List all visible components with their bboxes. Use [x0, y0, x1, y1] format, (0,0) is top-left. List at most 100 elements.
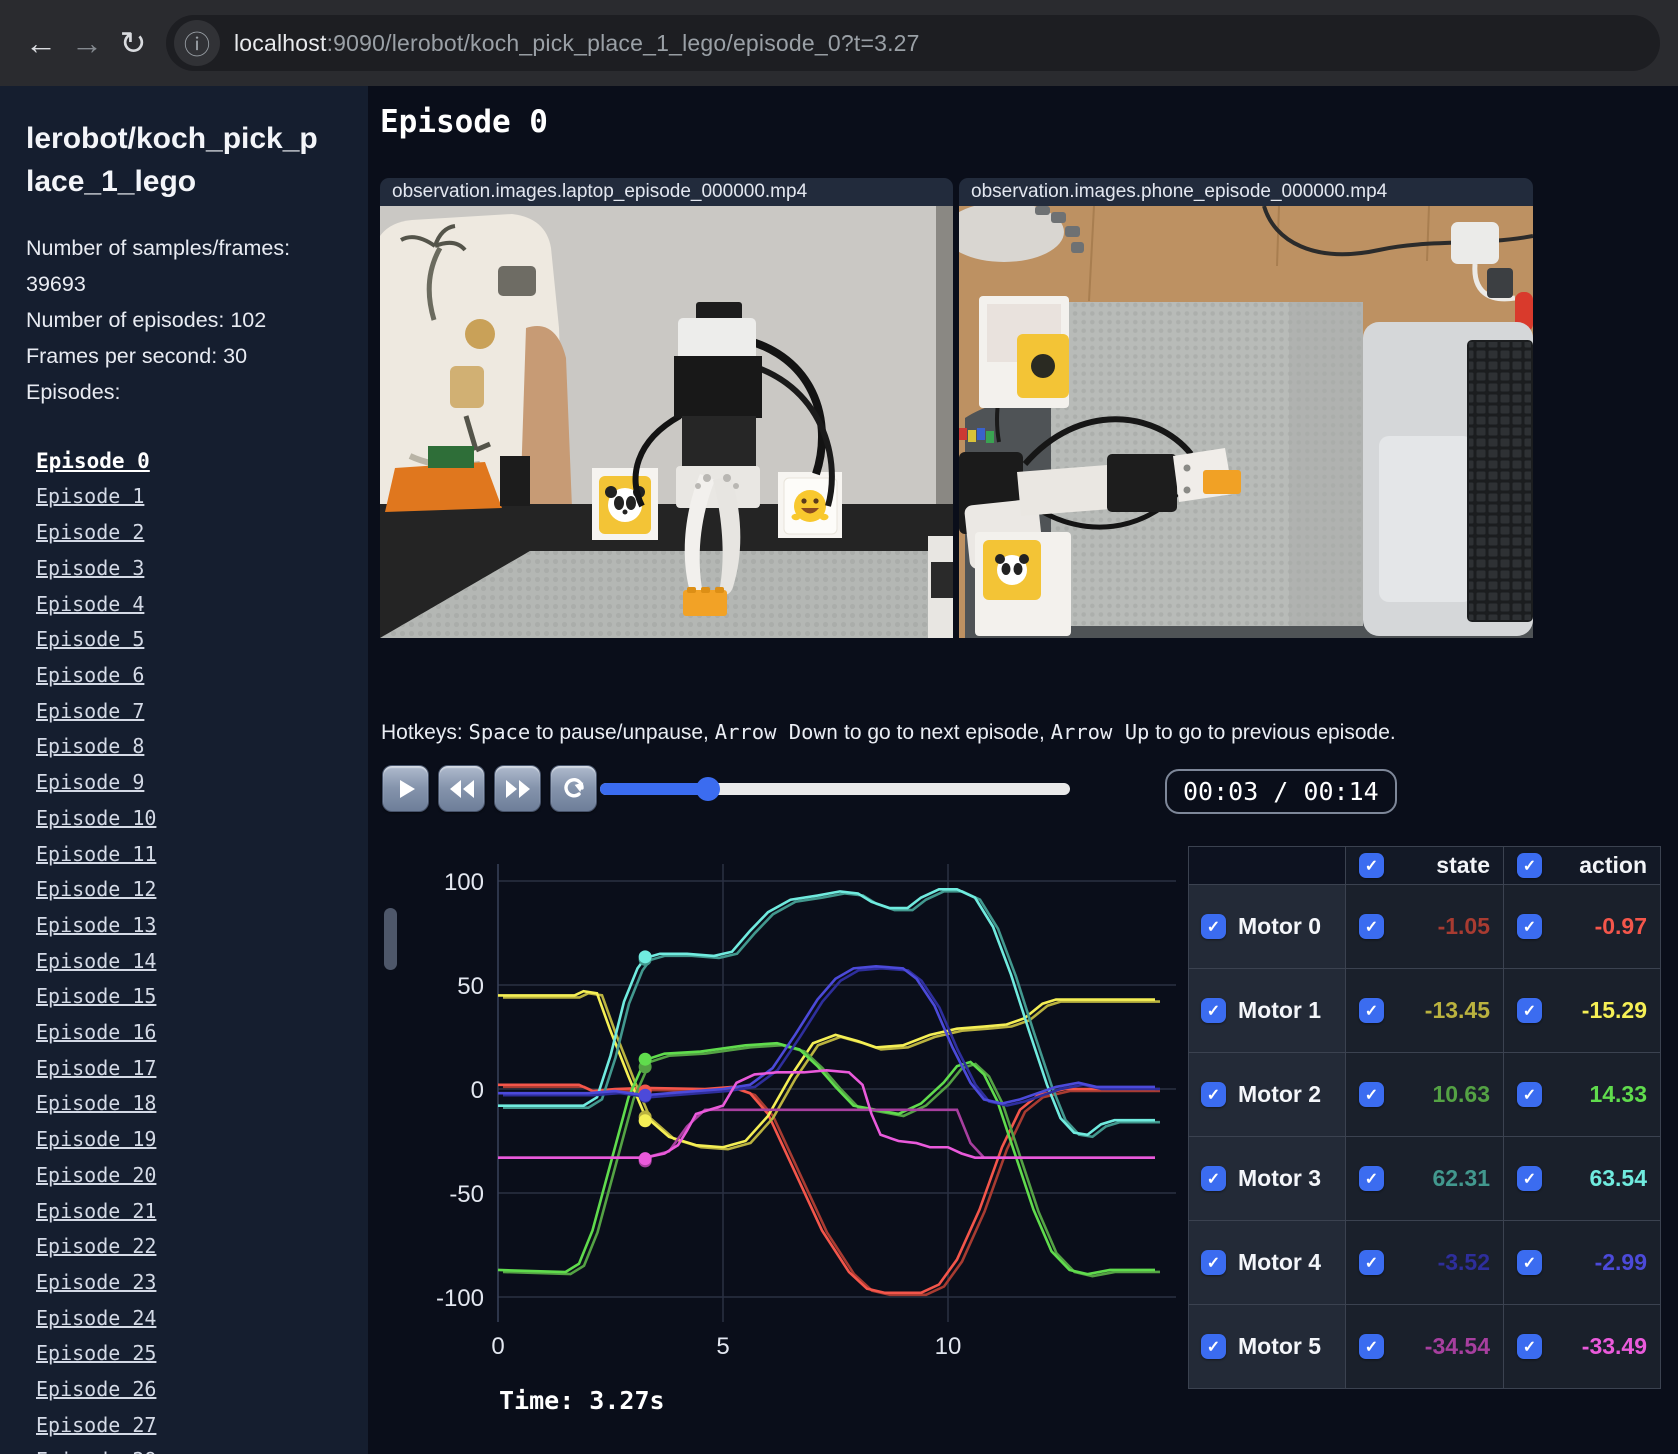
video-phone[interactable]: [959, 206, 1533, 638]
lego-brick-top: [1203, 470, 1241, 494]
checkbox[interactable]: ✓: [1359, 1166, 1384, 1191]
episode-link[interactable]: Episode 14: [36, 948, 157, 973]
episode-link[interactable]: Episode 18: [36, 1091, 157, 1116]
red-object: [1515, 292, 1533, 332]
checkbox[interactable]: ✓: [1201, 1082, 1226, 1107]
episode-link[interactable]: Episode 7: [36, 698, 145, 723]
action-value-cell: ✓ -33.49: [1504, 1305, 1661, 1389]
episode-link[interactable]: Episode 22: [36, 1234, 157, 1259]
checkbox[interactable]: ✓: [1201, 1250, 1226, 1275]
back-icon[interactable]: ←: [25, 24, 57, 61]
checkbox[interactable]: ✓: [1359, 1334, 1384, 1359]
main-content: Episode 0 observation.images.laptop_epis…: [368, 86, 1678, 1454]
episode-link[interactable]: Episode 13: [36, 912, 157, 937]
current-action-dot: [638, 1052, 652, 1066]
forward-icon[interactable]: →: [71, 24, 103, 61]
episode-link[interactable]: Episode 11: [36, 841, 157, 866]
checkbox[interactable]: ✓: [1359, 998, 1384, 1023]
state-value: -34.54: [1424, 1333, 1490, 1359]
url-host: localhost: [234, 29, 327, 56]
episode-link[interactable]: Episode 21: [36, 1198, 157, 1223]
episode-link[interactable]: Episode 0: [36, 448, 150, 473]
site-info-icon[interactable]: ⓘ: [174, 20, 220, 66]
checkbox[interactable]: ✓: [1517, 914, 1542, 939]
video-label-laptop: observation.images.laptop_episode_000000…: [380, 178, 953, 206]
loop-button[interactable]: [550, 765, 597, 812]
checkbox[interactable]: ✓: [1517, 1334, 1542, 1359]
orange-object: [385, 462, 502, 512]
url-text: localhost:9090/lerobot/koch_pick_place_1…: [234, 30, 920, 57]
episode-link[interactable]: Episode 25: [36, 1341, 157, 1366]
fast-forward-button[interactable]: [494, 765, 541, 812]
episode-link[interactable]: Episode 12: [36, 877, 157, 902]
play-icon: [399, 779, 415, 798]
episode-link[interactable]: Episode 15: [36, 984, 157, 1009]
episode-link[interactable]: Episode 20: [36, 1162, 157, 1187]
episode-link[interactable]: Episode 24: [36, 1305, 157, 1330]
motor-label-cell: ✓ Motor 4: [1189, 1221, 1346, 1305]
episode-link[interactable]: Episode 6: [36, 663, 145, 687]
y-tick-label: 50: [457, 973, 484, 1000]
current-action-dot: [638, 1152, 652, 1166]
checkbox[interactable]: ✓: [1201, 1334, 1226, 1359]
episode-link[interactable]: Episode 1: [36, 484, 145, 509]
gripper-right: [713, 476, 741, 595]
state-value: -13.45: [1424, 997, 1490, 1023]
episode-link[interactable]: Episode 26: [36, 1377, 157, 1402]
episode-link[interactable]: Episode 9: [36, 770, 145, 795]
state-value-cell: ✓ -3.52: [1346, 1221, 1504, 1305]
motor-label-cell: ✓ Motor 3: [1189, 1137, 1346, 1221]
episode-link[interactable]: Episode 5: [36, 627, 145, 652]
episode-link[interactable]: Episode 2: [36, 520, 145, 545]
episode-link[interactable]: Episode 27: [36, 1412, 157, 1437]
arm: [520, 326, 572, 512]
episode-link[interactable]: Episode 17: [36, 1055, 157, 1080]
episode-link[interactable]: Episode 4: [36, 591, 145, 616]
series-action-motor-5: [498, 1068, 1155, 1159]
play-button[interactable]: [382, 765, 429, 812]
video-laptop[interactable]: [380, 206, 953, 638]
laptop-camera-scene: [380, 206, 953, 638]
action-value-cell: ✓ -2.99: [1504, 1221, 1661, 1305]
charger: [1451, 222, 1533, 332]
gripper-left: [684, 474, 715, 597]
episode-link[interactable]: Episode 23: [36, 1269, 157, 1294]
action-value: -33.49: [1581, 1333, 1647, 1359]
checkbox[interactable]: ✓: [1201, 914, 1226, 939]
address-bar[interactable]: ⓘ localhost:9090/lerobot/koch_pick_place…: [166, 15, 1660, 71]
checkbox[interactable]: ✓: [1359, 914, 1384, 939]
checkbox[interactable]: ✓: [1517, 1250, 1542, 1275]
x-tick-label: 5: [716, 1333, 729, 1360]
scrollbar-thumb[interactable]: [384, 908, 397, 970]
rewind-button[interactable]: [438, 765, 485, 812]
current-action-dot: [638, 1114, 652, 1128]
checkbox[interactable]: ✓: [1359, 1082, 1384, 1107]
episode-link[interactable]: Episode 28: [36, 1443, 156, 1454]
table-corner-cell: [1189, 847, 1346, 885]
meta-fps: Frames per second: 30: [26, 343, 248, 368]
checkbox[interactable]: ✓: [1517, 1082, 1542, 1107]
episode-link[interactable]: Episode 3: [36, 555, 145, 580]
motor-chart[interactable]: 100 50 0 -50 -100 0 5 10: [420, 850, 1180, 1380]
pcb-board: [428, 446, 474, 468]
checkbox[interactable]: ✓: [1359, 1250, 1384, 1275]
checkbox[interactable]: ✓: [1517, 1166, 1542, 1191]
trackpad: [1379, 436, 1473, 602]
episode-link[interactable]: Episode 10: [36, 805, 157, 830]
series-action-motor-0: [498, 1083, 1155, 1295]
action-value: -15.29: [1581, 997, 1647, 1023]
episode-link[interactable]: Episode 19: [36, 1127, 157, 1152]
checkbox[interactable]: ✓: [1517, 998, 1542, 1023]
seek-slider-thumb[interactable]: [696, 777, 721, 801]
state-column-checkbox[interactable]: ✓: [1359, 853, 1384, 878]
refresh-icon[interactable]: ↻: [119, 25, 147, 61]
panda-box-bottom: [975, 532, 1071, 636]
checkbox[interactable]: ✓: [1201, 998, 1226, 1023]
episode-link[interactable]: Episode 16: [36, 1020, 157, 1045]
action-column-checkbox[interactable]: ✓: [1517, 853, 1542, 878]
episode-link[interactable]: Episode 8: [36, 734, 145, 759]
y-tick-label: -50: [449, 1181, 484, 1208]
current-time-label: Time: 3.27s: [499, 1386, 665, 1415]
checkbox[interactable]: ✓: [1201, 1166, 1226, 1191]
seek-slider[interactable]: [600, 777, 1070, 801]
